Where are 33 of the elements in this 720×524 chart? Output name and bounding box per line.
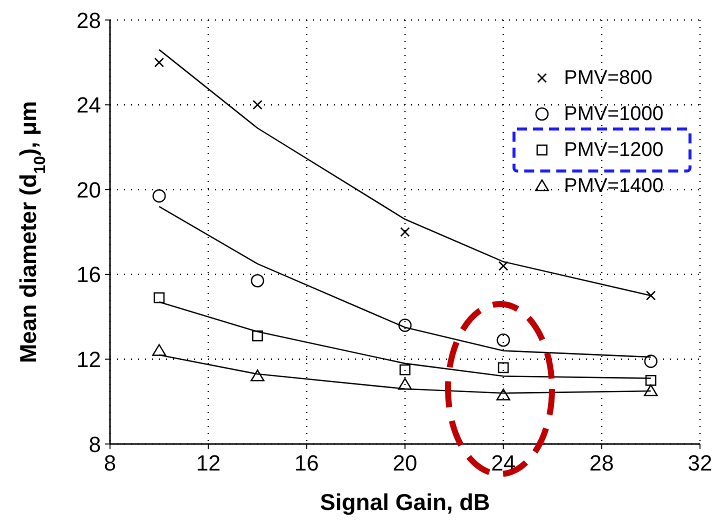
- point: [645, 374, 656, 386]
- point: [498, 362, 509, 374]
- point: [644, 354, 658, 368]
- point: [496, 333, 510, 347]
- x-tick-label: 32: [688, 450, 712, 476]
- y-tick-label: 24: [76, 92, 101, 118]
- x-axis-title: Signal Gain, dB: [320, 489, 490, 515]
- x-tick-label: 16: [294, 450, 319, 476]
- point: [644, 384, 658, 396]
- point: [250, 274, 264, 288]
- point: [398, 378, 412, 390]
- legend-label: PMV=1200: [564, 138, 664, 163]
- y-tick-label: 16: [76, 262, 101, 288]
- point: [400, 364, 410, 376]
- legend-label: PMV=1400: [564, 174, 664, 199]
- point: [154, 292, 165, 304]
- x-tick-label: 12: [196, 450, 221, 476]
- point: [152, 189, 166, 203]
- point: [398, 318, 412, 332]
- x-tick-label: 24: [491, 450, 516, 476]
- y-tick-label: 28: [76, 8, 101, 33]
- y-tick-label: 8: [88, 432, 101, 457]
- y-tick-label: 20: [76, 177, 101, 202]
- legend-label: PMV=800: [564, 66, 652, 91]
- x-tick-label: 20: [392, 450, 418, 476]
- point: [496, 388, 510, 400]
- point: [252, 330, 263, 342]
- y-tick-label: 12: [76, 347, 101, 372]
- point: [152, 344, 166, 356]
- legend-label: PMV=1000: [564, 102, 664, 127]
- x-tick-label: 8: [104, 450, 116, 476]
- x-tick-label: 28: [589, 450, 614, 476]
- point: [250, 370, 264, 382]
